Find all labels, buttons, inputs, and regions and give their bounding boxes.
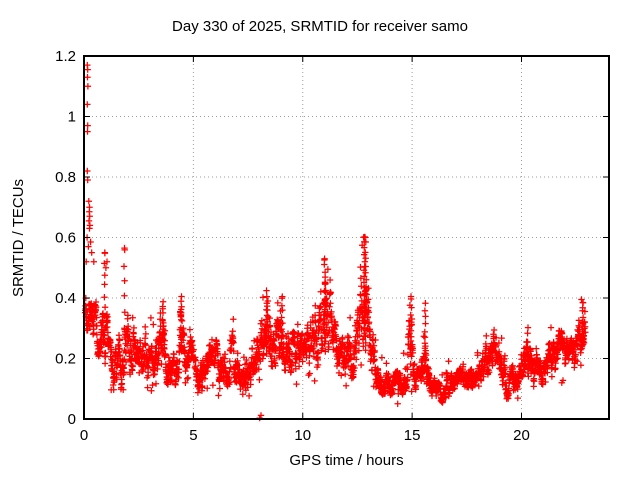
y-tick-label: 0.4 (55, 290, 76, 307)
x-tick-label: 15 (404, 427, 421, 444)
y-tick-label: 1 (68, 109, 76, 126)
x-tick-label: 5 (189, 427, 197, 444)
x-tick-label: 10 (294, 427, 311, 444)
x-tick-label: 20 (513, 427, 530, 444)
y-tick-label: 0.6 (55, 230, 76, 247)
x-axis-label: GPS time / hours (289, 452, 404, 469)
scatter-series (81, 61, 589, 422)
y-tick-label: 0 (68, 411, 76, 428)
y-tick-label: 0.8 (55, 169, 76, 186)
axis-ticks (83, 55, 609, 420)
y-tick-label: 1.2 (55, 48, 76, 65)
y-tick-label: 0.2 (55, 351, 76, 368)
x-tick-label: 0 (80, 427, 88, 444)
chart-title: Day 330 of 2025, SRMTID for receiver sam… (172, 18, 468, 35)
gridlines (84, 55, 609, 419)
tick-labels: 0 5 10 15 20 0 0.2 0.4 0.6 0.8 1 1.2 (55, 48, 530, 444)
